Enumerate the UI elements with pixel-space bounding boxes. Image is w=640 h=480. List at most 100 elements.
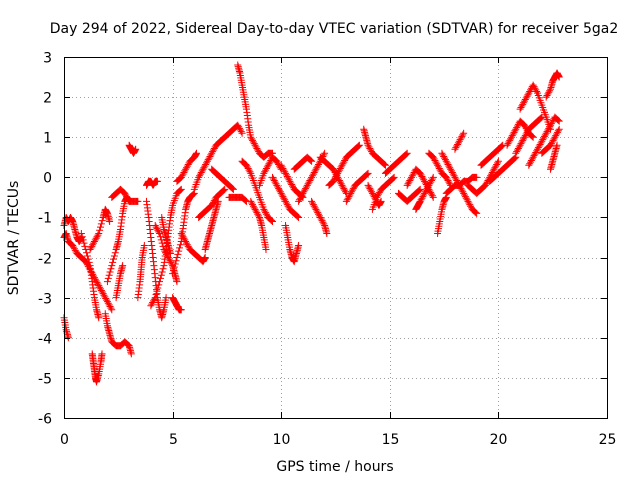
data-point <box>162 294 170 302</box>
data-point <box>429 153 437 161</box>
data-point <box>442 173 450 181</box>
data-point <box>329 177 337 185</box>
data-point <box>244 165 252 173</box>
data-point <box>526 160 534 168</box>
data-point <box>176 241 184 249</box>
data-point <box>542 93 550 101</box>
data-point <box>310 169 318 177</box>
data-point <box>447 167 455 175</box>
data-point <box>381 160 389 168</box>
data-point <box>390 173 398 181</box>
data-point <box>83 252 91 260</box>
data-point <box>252 207 260 215</box>
data-point <box>104 274 112 282</box>
data-point <box>498 142 506 150</box>
data-point <box>229 185 237 193</box>
data-point <box>451 173 459 181</box>
data-point <box>533 87 541 95</box>
data-point <box>293 212 301 220</box>
data-point <box>446 164 454 172</box>
data-point <box>364 181 372 189</box>
data-point <box>303 181 311 189</box>
data-point <box>461 193 469 201</box>
data-point <box>177 173 185 181</box>
data-point <box>153 225 161 233</box>
data-point <box>323 229 331 237</box>
data-point <box>461 191 469 199</box>
data-point <box>267 216 275 224</box>
data-point <box>349 185 357 193</box>
data-point <box>444 160 452 168</box>
data-point <box>260 169 268 177</box>
data-point <box>409 170 417 178</box>
data-point <box>520 97 528 105</box>
data-point <box>196 172 204 180</box>
data-point <box>261 207 269 215</box>
data-point <box>272 180 280 188</box>
data-point <box>281 168 289 176</box>
data-point <box>445 178 453 186</box>
data-point <box>175 247 183 255</box>
data-point <box>228 184 236 192</box>
data-point <box>321 149 329 157</box>
data-point <box>70 245 78 253</box>
data-point <box>278 163 286 171</box>
data-point <box>98 217 106 225</box>
data-point <box>151 294 159 302</box>
data-point <box>554 116 562 124</box>
data-point <box>523 92 531 100</box>
data-point <box>443 175 451 183</box>
data-point <box>315 159 323 167</box>
data-point <box>311 204 319 212</box>
data-point <box>96 226 104 234</box>
data-point <box>260 205 268 213</box>
data-point <box>425 181 433 189</box>
data-point <box>428 192 436 200</box>
data-point <box>189 191 197 199</box>
data-point <box>242 161 250 169</box>
data-point <box>547 140 555 148</box>
data-point <box>308 197 316 205</box>
data-point <box>517 104 525 112</box>
data-point <box>337 163 345 171</box>
data-point <box>295 197 303 205</box>
data-point <box>438 149 446 157</box>
data-point <box>441 156 449 164</box>
data-point <box>105 301 113 309</box>
data-point <box>288 182 296 190</box>
y-tick-label: -2 <box>38 252 52 268</box>
data-point <box>166 250 174 258</box>
data-point <box>347 189 355 197</box>
data-point <box>96 285 104 293</box>
data-point <box>525 89 533 97</box>
data-point <box>94 231 102 239</box>
data-point <box>408 173 416 181</box>
data-point <box>106 302 114 310</box>
data-point <box>555 73 563 81</box>
data-point <box>365 183 373 191</box>
data-point <box>510 155 518 163</box>
data-point <box>195 173 203 181</box>
data-point <box>294 213 302 221</box>
data-point <box>524 91 532 99</box>
data-point <box>105 271 113 279</box>
data-point <box>214 197 222 205</box>
data-point <box>540 132 548 140</box>
data-point <box>364 169 372 177</box>
data-point <box>426 180 434 188</box>
data-point <box>309 170 317 178</box>
data-point <box>403 149 411 157</box>
data-point <box>255 212 263 220</box>
data-point <box>170 263 178 271</box>
data-point <box>541 131 549 139</box>
data-point <box>99 290 107 298</box>
data-point <box>147 302 155 310</box>
data-point <box>355 142 363 150</box>
data-point <box>521 132 529 140</box>
data-point <box>148 300 156 308</box>
data-point <box>440 152 448 160</box>
data-point <box>176 186 184 194</box>
data-point <box>553 130 561 138</box>
data-point <box>253 209 261 217</box>
data-point <box>335 168 343 176</box>
